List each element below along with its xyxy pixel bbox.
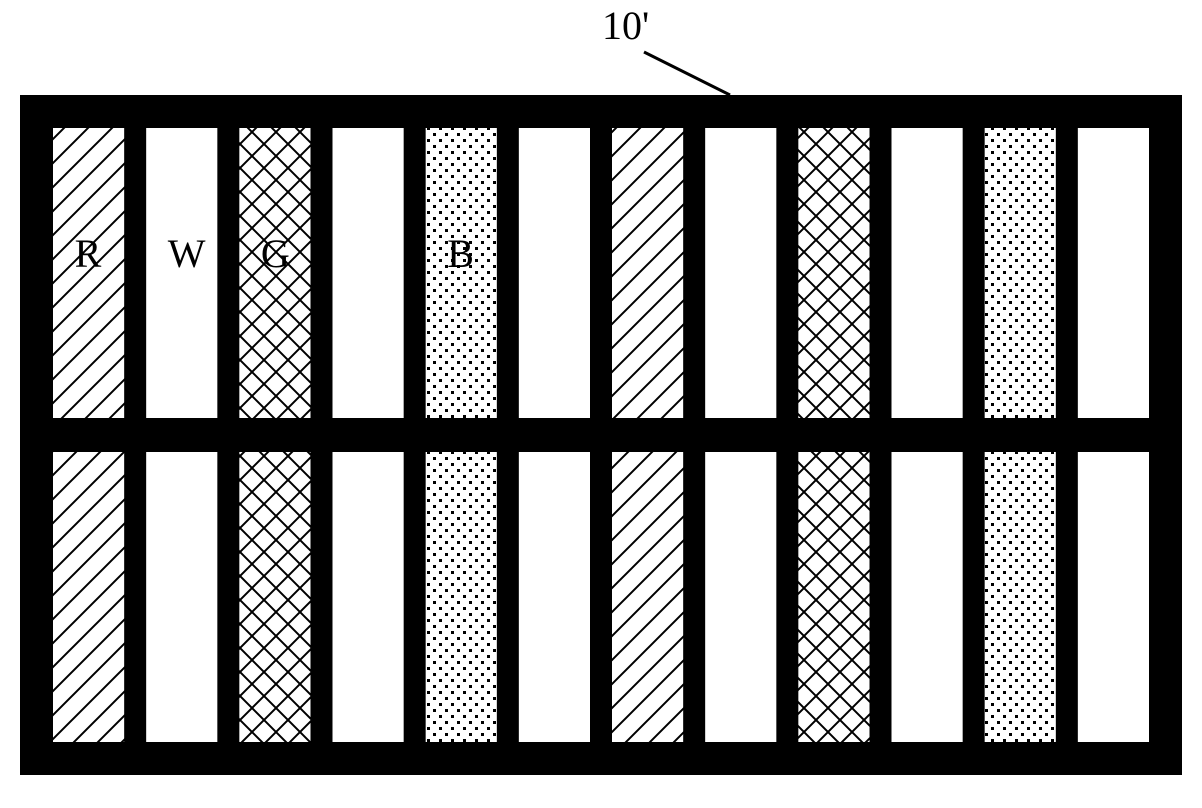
pixel-cell bbox=[797, 127, 870, 419]
pixel-cell bbox=[145, 451, 218, 743]
pixel-cell bbox=[611, 451, 684, 743]
callout-label: 10' bbox=[602, 2, 649, 49]
cell-label: R bbox=[75, 230, 102, 277]
pixel-cell bbox=[52, 451, 125, 743]
cell-label: B bbox=[447, 230, 474, 277]
pixel-cell bbox=[1077, 451, 1150, 743]
pixel-cell bbox=[238, 451, 311, 743]
pixel-cell bbox=[891, 451, 964, 743]
pixel-cell bbox=[332, 451, 405, 743]
pixel-cell bbox=[797, 451, 870, 743]
pixel-cell bbox=[1077, 127, 1150, 419]
pixel-cell bbox=[984, 451, 1057, 743]
pixel-cell bbox=[425, 451, 498, 743]
cell-label: W bbox=[168, 230, 206, 277]
cell-label: G bbox=[261, 230, 290, 277]
pixel-grid bbox=[20, 95, 1182, 775]
diagram-canvas bbox=[0, 0, 1202, 808]
pixel-cell bbox=[332, 127, 405, 419]
pixel-cell bbox=[704, 127, 777, 419]
pixel-cell bbox=[518, 451, 591, 743]
pixel-cell bbox=[891, 127, 964, 419]
pixel-cell bbox=[704, 451, 777, 743]
pixel-cell bbox=[518, 127, 591, 419]
callout bbox=[644, 52, 730, 95]
pixel-cell bbox=[984, 127, 1057, 419]
pixel-cell bbox=[611, 127, 684, 419]
